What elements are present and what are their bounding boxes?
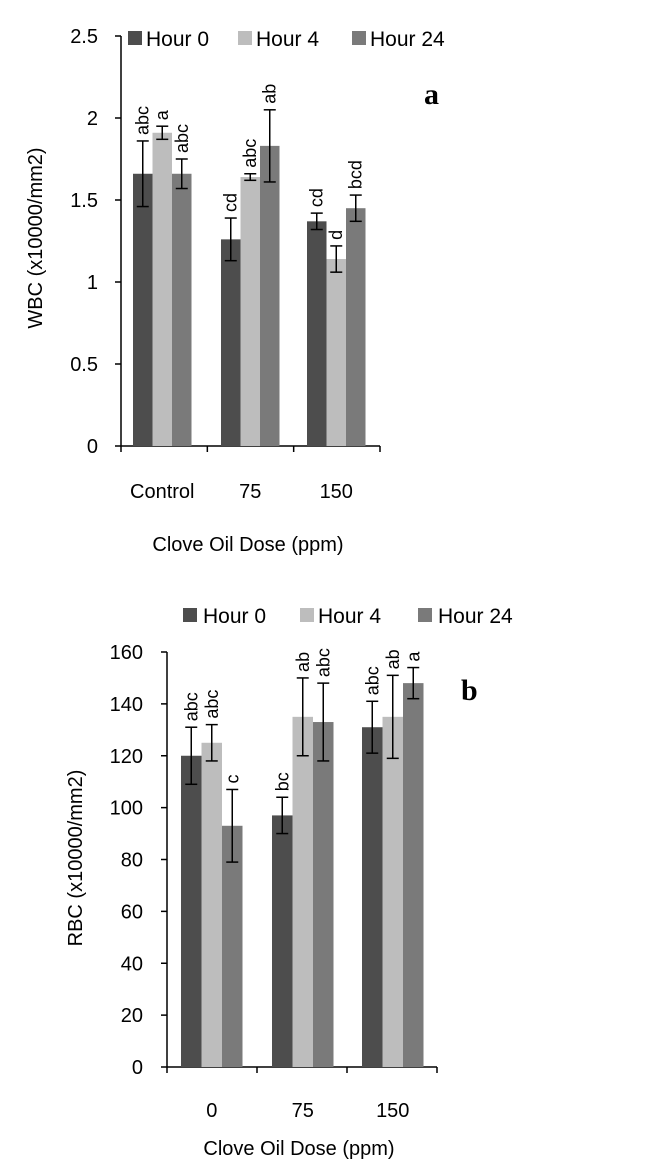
y-tick-label: 60 — [121, 901, 143, 923]
significance-label: abc — [240, 139, 260, 168]
legend-swatch — [418, 608, 432, 622]
significance-label: bcd — [346, 160, 366, 189]
y-tick-label: 1.5 — [70, 190, 98, 212]
significance-label: abc — [133, 106, 153, 135]
legend-swatch — [183, 608, 197, 622]
panel-label: a — [424, 78, 439, 111]
significance-label: cd — [221, 193, 241, 212]
bar — [240, 177, 260, 447]
chart-panel-a: Hour 0 Hour 4 Hour 24 0 0.5 1 1.5 2 2.5 Control a… — [25, 26, 445, 556]
bar — [313, 722, 334, 1067]
y-tick-label: 0.5 — [70, 354, 98, 376]
y-tick-label: 120 — [110, 746, 143, 768]
bar — [222, 825, 243, 1067]
bar — [172, 173, 192, 446]
x-axis-title: Clove Oil Dose (ppm) — [203, 1138, 394, 1160]
y-tick-label: 80 — [121, 850, 143, 872]
y-tick-label: 40 — [121, 953, 143, 975]
y-tick-label: 1 — [87, 272, 98, 294]
significance-label: abc — [313, 648, 333, 677]
bar — [346, 208, 366, 446]
x-tick-label: 150 — [376, 1100, 409, 1122]
significance-label: d — [326, 230, 346, 240]
legend-label: Hour 4 — [318, 605, 381, 628]
significance-label: a — [403, 651, 423, 662]
x-tick-label: Control — [130, 481, 194, 503]
bar — [221, 239, 241, 446]
y-tick-label: 160 — [110, 642, 143, 664]
legend: Hour 0 Hour 4 Hour 24 — [183, 605, 513, 628]
legend-label: Hour 24 — [370, 28, 445, 51]
y-tick-label: 2.5 — [70, 26, 98, 48]
y-tick-label: 2 — [87, 108, 98, 130]
significance-label: abc — [172, 124, 192, 153]
significance-label: cd — [307, 188, 327, 207]
y-tick-label: 100 — [110, 798, 143, 820]
y-tick-label: 140 — [110, 694, 143, 716]
bar — [292, 716, 313, 1067]
y-axis-title: WBC (x10000/mm2) — [25, 147, 47, 328]
legend-label: Hour 0 — [203, 605, 266, 628]
legend-swatch — [128, 31, 142, 45]
x-tick-label: 75 — [292, 1100, 314, 1122]
significance-label: ab — [293, 652, 313, 672]
y-axis-title: RBC (x10000/mm2) — [65, 770, 87, 947]
x-tick-label: 150 — [320, 481, 353, 503]
x-tick-label: 75 — [239, 481, 261, 503]
significance-label: ab — [383, 649, 403, 669]
significance-label: abc — [202, 690, 222, 719]
bar — [307, 221, 327, 446]
bar — [152, 132, 172, 446]
significance-label: bc — [272, 772, 292, 791]
chart-panel-b: Hour 0 Hour 4 Hour 24 0 20 40 60 80 100 120 140 16… — [65, 605, 513, 1160]
legend: Hour 0 Hour 4 Hour 24 — [128, 28, 445, 51]
bar — [260, 145, 280, 446]
bar — [181, 755, 202, 1067]
legend-label: Hour 0 — [146, 28, 209, 51]
bar — [326, 259, 346, 446]
legend-swatch — [238, 31, 252, 45]
significance-label: c — [222, 774, 242, 783]
legend-label: Hour 24 — [438, 605, 513, 628]
legend-swatch — [300, 608, 314, 622]
bar — [201, 742, 222, 1067]
x-tick-label: 0 — [206, 1100, 217, 1122]
significance-label: ab — [260, 84, 280, 104]
y-tick-label: 0 — [132, 1057, 143, 1079]
bar — [362, 727, 383, 1067]
y-tick-label: 0 — [87, 436, 98, 458]
significance-label: a — [152, 109, 172, 120]
y-tick-label: 20 — [121, 1005, 143, 1027]
significance-label: abc — [362, 666, 382, 695]
bar — [382, 716, 403, 1067]
legend-swatch — [352, 31, 366, 45]
significance-label: abc — [181, 692, 201, 721]
legend-label: Hour 4 — [256, 28, 319, 51]
bar — [133, 173, 153, 446]
bar — [403, 683, 424, 1067]
panel-label: b — [461, 674, 478, 707]
bar — [272, 815, 293, 1067]
x-axis-title: Clove Oil Dose (ppm) — [152, 534, 343, 556]
